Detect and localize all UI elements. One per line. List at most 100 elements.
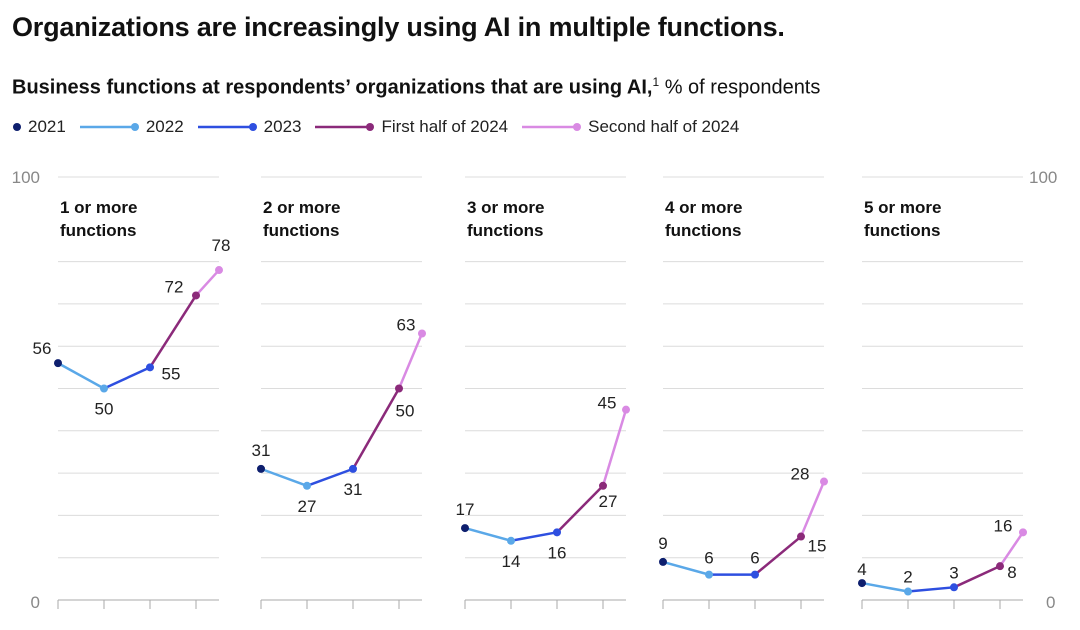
data-label: 28 [791, 465, 810, 484]
legend-label: Second half of 2024 [588, 117, 740, 136]
legend-swatch [315, 123, 375, 131]
data-label: 45 [598, 394, 617, 413]
series-segment [351, 387, 401, 470]
data-label: 31 [344, 480, 363, 499]
data-label: 4 [857, 560, 866, 579]
y-tick-label: 0 [31, 593, 40, 612]
series-segment [57, 362, 105, 390]
data-label: 31 [252, 441, 271, 460]
data-label: 15 [808, 537, 827, 556]
data-point [192, 291, 200, 300]
data-point [751, 570, 759, 579]
panel-title: 5 or more [864, 198, 941, 217]
panel-title: functions [467, 221, 544, 240]
data-point [418, 329, 426, 338]
series-segment [754, 535, 802, 576]
legend-item: 2021 [12, 117, 66, 137]
data-point [622, 405, 630, 414]
panel-title-bg [663, 192, 824, 242]
series-segment [907, 586, 955, 593]
data-point [1019, 528, 1027, 537]
data-label: 50 [95, 400, 114, 419]
data-point [904, 587, 912, 596]
legend-swatch [197, 123, 257, 131]
panel-title: 2 or more [263, 198, 340, 217]
legend-item: 2022 [79, 117, 184, 137]
legend-swatch [79, 123, 139, 131]
panel-title: 1 or more [60, 198, 137, 217]
chart-subtitle: Business functions at respondents’ organ… [12, 75, 820, 100]
data-point [54, 359, 62, 368]
series-segment [953, 565, 1001, 589]
footnote-marker: 1 [652, 75, 660, 89]
data-point [507, 536, 515, 545]
data-label: 8 [1007, 563, 1016, 582]
data-label: 14 [502, 552, 521, 571]
data-label: 2 [903, 568, 912, 587]
data-point [461, 524, 469, 533]
panel-title-bg [58, 192, 219, 242]
data-point [100, 384, 108, 393]
data-label: 9 [658, 534, 667, 553]
legend-item: First half of 2024 [315, 117, 508, 137]
data-label: 27 [298, 497, 317, 516]
series-segment [148, 294, 198, 369]
legend-label: First half of 2024 [381, 117, 509, 136]
panel-title-bg [261, 192, 422, 242]
data-point [820, 477, 828, 486]
legend-item: 2023 [197, 117, 301, 137]
legend-swatch [13, 123, 21, 131]
data-label: 3 [949, 563, 958, 582]
legend-label: 2022 [145, 117, 184, 136]
panel-title: functions [665, 221, 742, 240]
series-segment [397, 333, 424, 389]
series-segment [662, 560, 710, 576]
series-segment [556, 484, 604, 534]
data-point [858, 579, 866, 588]
subtitle-bold: Business functions at respondents’ organ… [12, 76, 653, 99]
series-segment [195, 269, 220, 297]
y-tick-label: 0 [1046, 593, 1055, 612]
data-point [599, 481, 607, 490]
data-point [797, 532, 805, 541]
panel-title: functions [263, 221, 340, 240]
data-label: 16 [994, 516, 1013, 535]
data-label: 17 [456, 500, 475, 519]
series-segment [799, 481, 826, 538]
data-point [553, 528, 561, 537]
legend-item: Second half of 2024 [522, 117, 739, 137]
subtitle-unit: % of respondents [659, 76, 821, 99]
data-point [257, 464, 265, 473]
legend-label: 2021 [28, 117, 66, 136]
data-point [395, 384, 403, 393]
panel-title: 4 or more [665, 198, 742, 217]
data-point [215, 266, 223, 275]
series-segment [103, 366, 151, 390]
data-point [996, 562, 1004, 571]
series-segment [998, 531, 1025, 567]
data-label: 6 [704, 549, 713, 568]
data-label: 6 [750, 549, 759, 568]
data-label: 55 [162, 364, 181, 383]
panel-title: 3 or more [467, 198, 544, 217]
data-label: 72 [165, 277, 184, 296]
data-label: 63 [397, 316, 416, 335]
series-segment [306, 467, 354, 487]
legend: 2021 2022 2023 First half of 2024 Second hal… [12, 117, 753, 137]
page-title: Organizations are increasingly using AI … [12, 12, 785, 42]
data-label: 16 [548, 543, 567, 562]
panel-title: functions [864, 221, 941, 240]
panel-title-bg [465, 192, 626, 242]
y-tick-label: 100 [12, 168, 40, 187]
data-label: 78 [212, 236, 231, 255]
series-segment [260, 467, 308, 487]
series-segment [464, 526, 512, 542]
panel-title-bg [862, 192, 1023, 242]
data-label: 56 [33, 339, 52, 358]
panel-title: functions [60, 221, 137, 240]
series-segment [861, 581, 909, 593]
data-point [659, 557, 667, 566]
data-point [705, 570, 713, 579]
